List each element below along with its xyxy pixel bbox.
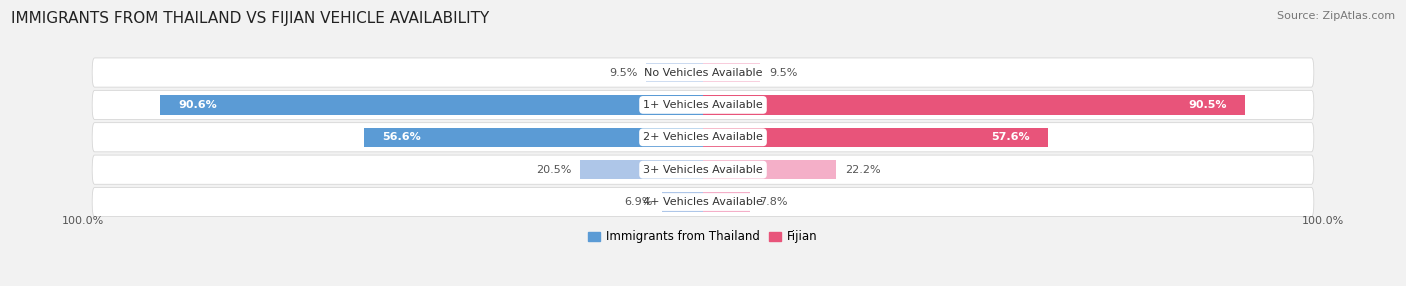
FancyBboxPatch shape	[93, 90, 1313, 120]
Text: 2+ Vehicles Available: 2+ Vehicles Available	[643, 132, 763, 142]
Text: 57.6%: 57.6%	[991, 132, 1031, 142]
Text: 9.5%: 9.5%	[609, 67, 637, 78]
Text: 56.6%: 56.6%	[382, 132, 420, 142]
Bar	[364, 128, 703, 147]
Bar	[581, 160, 703, 179]
Text: 90.5%: 90.5%	[1188, 100, 1227, 110]
FancyBboxPatch shape	[93, 187, 1313, 217]
Text: 6.9%: 6.9%	[624, 197, 652, 207]
Bar	[703, 192, 749, 212]
Text: 3+ Vehicles Available: 3+ Vehicles Available	[643, 165, 763, 175]
Bar	[703, 95, 1244, 115]
Text: 100.0%: 100.0%	[1302, 216, 1344, 226]
Legend: Immigrants from Thailand, Fijian: Immigrants from Thailand, Fijian	[583, 226, 823, 248]
Bar	[160, 95, 703, 115]
FancyBboxPatch shape	[93, 123, 1313, 152]
FancyBboxPatch shape	[93, 58, 1313, 87]
Text: 100.0%: 100.0%	[62, 216, 104, 226]
Text: 22.2%: 22.2%	[845, 165, 880, 175]
Text: 4+ Vehicles Available: 4+ Vehicles Available	[643, 197, 763, 207]
Text: IMMIGRANTS FROM THAILAND VS FIJIAN VEHICLE AVAILABILITY: IMMIGRANTS FROM THAILAND VS FIJIAN VEHIC…	[11, 11, 489, 26]
Bar	[662, 192, 703, 212]
Bar	[647, 63, 703, 82]
Bar	[703, 63, 759, 82]
FancyBboxPatch shape	[93, 155, 1313, 184]
Text: 9.5%: 9.5%	[769, 67, 797, 78]
Text: No Vehicles Available: No Vehicles Available	[644, 67, 762, 78]
Bar	[703, 128, 1047, 147]
Text: 20.5%: 20.5%	[536, 165, 571, 175]
Bar	[703, 160, 837, 179]
Text: 90.6%: 90.6%	[179, 100, 217, 110]
Text: 7.8%: 7.8%	[759, 197, 787, 207]
Text: 1+ Vehicles Available: 1+ Vehicles Available	[643, 100, 763, 110]
Text: Source: ZipAtlas.com: Source: ZipAtlas.com	[1277, 11, 1395, 21]
